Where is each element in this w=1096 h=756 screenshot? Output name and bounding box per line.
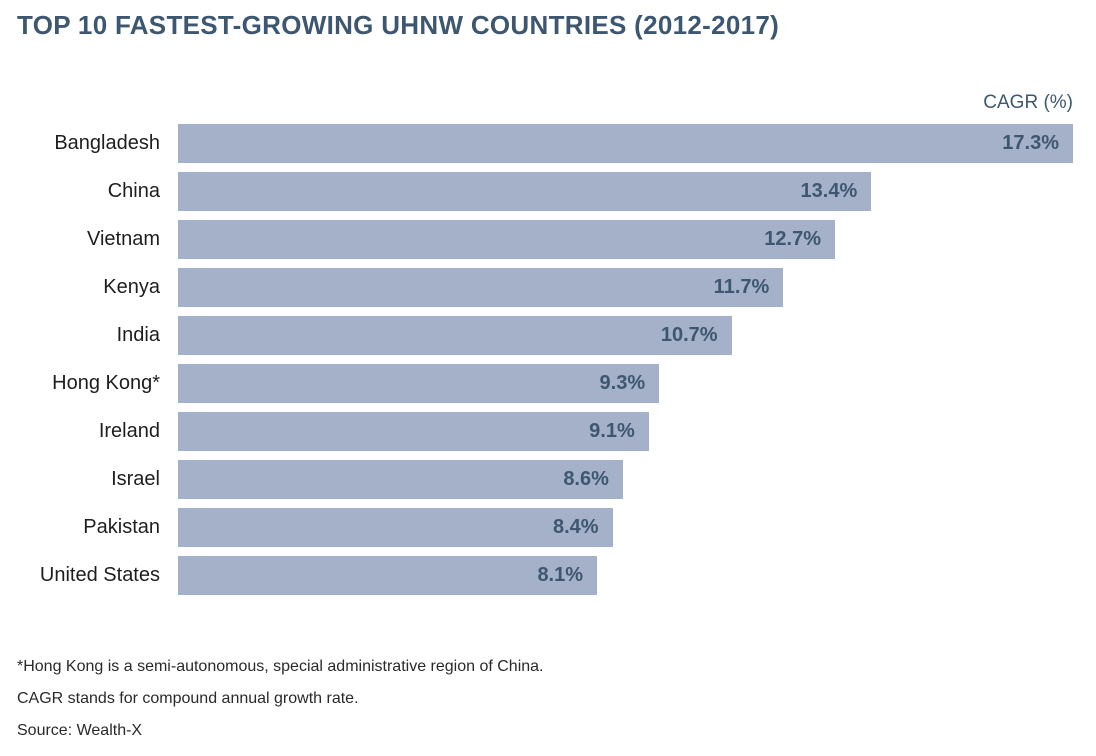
- bar-row: Kenya 11.7%: [0, 268, 1096, 307]
- bar-value-label: 12.7%: [764, 228, 822, 250]
- bar-row: India 10.7%: [0, 316, 1096, 355]
- bar-track: 8.4%: [178, 508, 1073, 547]
- bar-value-label: 17.3%: [1002, 132, 1059, 154]
- country-label: Ireland: [98, 420, 160, 442]
- bar-value-label: 10.7%: [660, 324, 718, 346]
- country-label: India: [116, 324, 160, 346]
- bar-value-label: 8.6%: [563, 468, 609, 490]
- bar-track: 13.4%: [178, 172, 1073, 211]
- footnote-hong-kong: *Hong Kong is a semi-autonomous, special…: [17, 658, 544, 675]
- bar: 8.6%: [178, 460, 623, 499]
- bar: 17.3%: [178, 124, 1073, 163]
- bar-track: 8.6%: [178, 460, 1073, 499]
- bar: 12.7%: [178, 220, 836, 259]
- bar-row: China 13.4%: [0, 172, 1096, 211]
- footnotes: *Hong Kong is a semi-autonomous, special…: [17, 659, 544, 755]
- bar: 8.4%: [178, 508, 613, 547]
- country-label: United States: [39, 564, 160, 586]
- bar: 11.7%: [178, 268, 784, 307]
- country-label: China: [107, 180, 160, 202]
- country-label: Hong Kong*: [52, 372, 160, 394]
- bar: 8.1%: [178, 556, 598, 595]
- bar: 9.1%: [178, 412, 649, 451]
- bar-value-label: 9.1%: [589, 420, 635, 442]
- bar-track: 11.7%: [178, 268, 1073, 307]
- bar-track: 10.7%: [178, 316, 1073, 355]
- bar-value-label: 8.1%: [537, 564, 584, 586]
- bar-row: Bangladesh 17.3%: [0, 124, 1096, 163]
- footnote-source: Source: Wealth-X: [17, 722, 143, 739]
- bar: 10.7%: [178, 316, 732, 355]
- bar-track: 9.3%: [178, 364, 1073, 403]
- bar: 9.3%: [178, 364, 660, 403]
- bar-row: Israel 8.6%: [0, 460, 1096, 499]
- bar-track: 9.1%: [178, 412, 1073, 451]
- footnote-cagr-definition: CAGR stands for compound annual growth r…: [17, 690, 359, 707]
- country-label: Israel: [111, 468, 160, 490]
- axis-label-cagr: CAGR (%): [983, 92, 1073, 113]
- bar-row: Pakistan 8.4%: [0, 508, 1096, 547]
- country-label: Kenya: [103, 276, 160, 298]
- bar-row: United States 8.1%: [0, 556, 1096, 595]
- country-label: Bangladesh: [54, 132, 160, 154]
- bar-value-label: 11.7%: [713, 276, 770, 298]
- country-label: Vietnam: [86, 228, 160, 250]
- country-label: Pakistan: [83, 516, 160, 538]
- bar-track: 12.7%: [178, 220, 1073, 259]
- bar-value-label: 8.4%: [552, 516, 599, 538]
- bar-row: Hong Kong* 9.3%: [0, 364, 1096, 403]
- chart-title: TOP 10 FASTEST-GROWING UHNW COUNTRIES (2…: [17, 10, 780, 40]
- bar-row: Vietnam 12.7%: [0, 220, 1096, 259]
- bar-value-label: 13.4%: [800, 180, 858, 202]
- bar-track: 8.1%: [178, 556, 1073, 595]
- bar-value-label: 9.3%: [599, 372, 646, 394]
- bar: 13.4%: [178, 172, 872, 211]
- bar-chart: Bangladesh 17.3% China 13.4% Vietnam 12.…: [0, 124, 1096, 604]
- bar-track: 17.3%: [178, 124, 1073, 163]
- bar-row: Ireland 9.1%: [0, 412, 1096, 451]
